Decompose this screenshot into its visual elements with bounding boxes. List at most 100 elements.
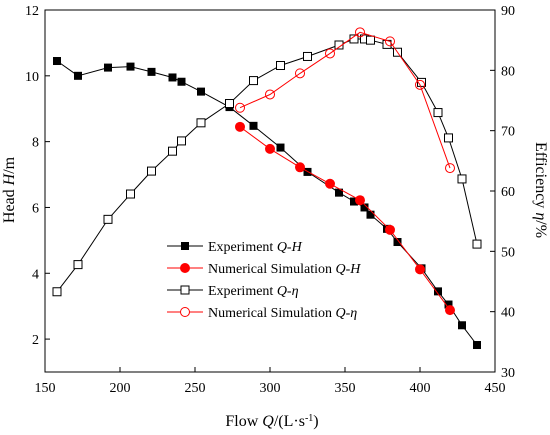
x-axis-ticks: 150 200 250 300 350 400 450 — [35, 367, 506, 396]
data-point — [177, 77, 186, 86]
data-point — [366, 35, 375, 45]
series-line — [239, 126, 451, 311]
y-left-tick-label: 2 — [32, 333, 39, 348]
data-point — [225, 99, 234, 109]
data-point — [265, 143, 275, 154]
data-point — [472, 239, 482, 249]
data-point — [235, 121, 245, 132]
y-right-tick-label: 50 — [501, 245, 515, 260]
legend-marker-square-open — [180, 285, 190, 295]
data-point — [355, 27, 365, 38]
svg-text:Numerical Simulation Q-H: Numerical Simulation Q-H — [208, 262, 361, 277]
data-point — [334, 40, 344, 50]
y-left-tick-label: 4 — [32, 267, 39, 282]
series-experiment-q — [52, 34, 482, 297]
data-point — [126, 189, 135, 199]
data-point — [458, 321, 466, 330]
data-point — [385, 224, 395, 235]
data-point — [325, 178, 335, 189]
legend-item-experiment-qeta: Experiment Q-η — [167, 284, 299, 299]
data-point — [197, 87, 205, 96]
x-tick-label: 350 — [335, 381, 356, 396]
y-left-axis-title: Head H/m — [1, 156, 18, 223]
data-point — [303, 51, 312, 61]
data-point — [335, 188, 343, 197]
data-point — [104, 63, 112, 72]
data-point — [52, 287, 62, 297]
svg-text:Experiment Q-η: Experiment Q-η — [208, 284, 299, 299]
x-tick-label: 150 — [35, 381, 56, 396]
data-point — [235, 102, 245, 113]
y-right-axis-title: Efficiency η/% — [532, 142, 549, 238]
x-tick-label: 400 — [410, 381, 431, 396]
legend-item-numerical-qeta: Numerical Simulation Q-η — [167, 306, 357, 321]
data-point — [249, 121, 258, 130]
data-point — [147, 166, 156, 176]
data-point — [444, 300, 453, 309]
data-point — [168, 146, 177, 156]
data-point — [433, 108, 443, 118]
x-axis-title: Flow Q/(L·s-1) — [225, 413, 318, 431]
y-right-tick-label: 80 — [501, 64, 515, 79]
data-point — [265, 89, 275, 100]
y-right-tick-label: 90 — [501, 4, 515, 19]
series-numerical-simulation-q-h — [235, 121, 455, 316]
data-point — [350, 197, 358, 206]
data-point — [434, 287, 442, 296]
data-point — [74, 71, 82, 80]
data-point — [103, 214, 113, 224]
data-point — [147, 67, 156, 76]
data-point — [457, 174, 467, 184]
data-point — [276, 61, 285, 71]
y-right-axis-ticks: 30 40 50 60 70 80 90 — [490, 4, 515, 381]
data-point — [126, 62, 135, 71]
series-line — [56, 60, 478, 346]
legend-item-numerical-qh: Numerical Simulation Q-H — [167, 262, 361, 277]
y-left-tick-label: 8 — [32, 136, 39, 151]
data-point — [355, 195, 365, 206]
data-point — [417, 77, 426, 87]
svg-text:Numerical Simulation Q-η: Numerical Simulation Q-η — [208, 306, 357, 321]
legend-item-experiment-qh: Experiment Q-H — [167, 240, 303, 255]
data-point — [393, 238, 402, 247]
legend: Experiment Q-H Numerical Simulation Q-H … — [167, 240, 361, 321]
data-point — [325, 48, 335, 59]
data-point — [276, 143, 285, 152]
series-line — [239, 31, 451, 169]
data-point — [168, 73, 177, 82]
x-tick-label: 200 — [110, 381, 131, 396]
svg-text:Experiment Q-H: Experiment Q-H — [208, 240, 303, 255]
data-point — [445, 163, 455, 174]
y-right-tick-label: 60 — [501, 185, 515, 200]
data-point — [249, 76, 258, 86]
data-point — [295, 68, 305, 79]
data-point — [360, 203, 369, 212]
series-layer — [52, 27, 482, 350]
x-tick-label: 250 — [185, 381, 206, 396]
y-left-tick-label: 12 — [25, 4, 39, 19]
data-point — [366, 210, 375, 219]
y-right-tick-label: 30 — [501, 366, 515, 381]
data-point — [196, 118, 206, 128]
data-point — [177, 136, 186, 146]
data-point — [295, 162, 305, 173]
data-point — [415, 264, 425, 275]
y-right-tick-label: 70 — [501, 125, 515, 140]
legend-marker-circle-open — [180, 307, 190, 317]
legend-marker-square-filled — [181, 242, 189, 250]
data-point — [444, 133, 453, 143]
y-left-tick-label: 10 — [25, 70, 39, 85]
y-right-tick-label: 40 — [501, 306, 515, 321]
y-left-tick-label: 6 — [32, 201, 39, 216]
y-left-axis-ticks: 2 4 6 8 10 12 — [25, 4, 50, 348]
data-point — [473, 341, 481, 350]
data-point — [53, 57, 61, 66]
data-point — [73, 260, 83, 270]
series-numerical-simulation-q — [235, 27, 455, 174]
x-tick-label: 300 — [260, 381, 281, 396]
legend-marker-circle-filled — [180, 263, 190, 273]
data-point — [415, 79, 425, 90]
data-point — [445, 305, 455, 316]
x-tick-label: 450 — [485, 381, 506, 396]
